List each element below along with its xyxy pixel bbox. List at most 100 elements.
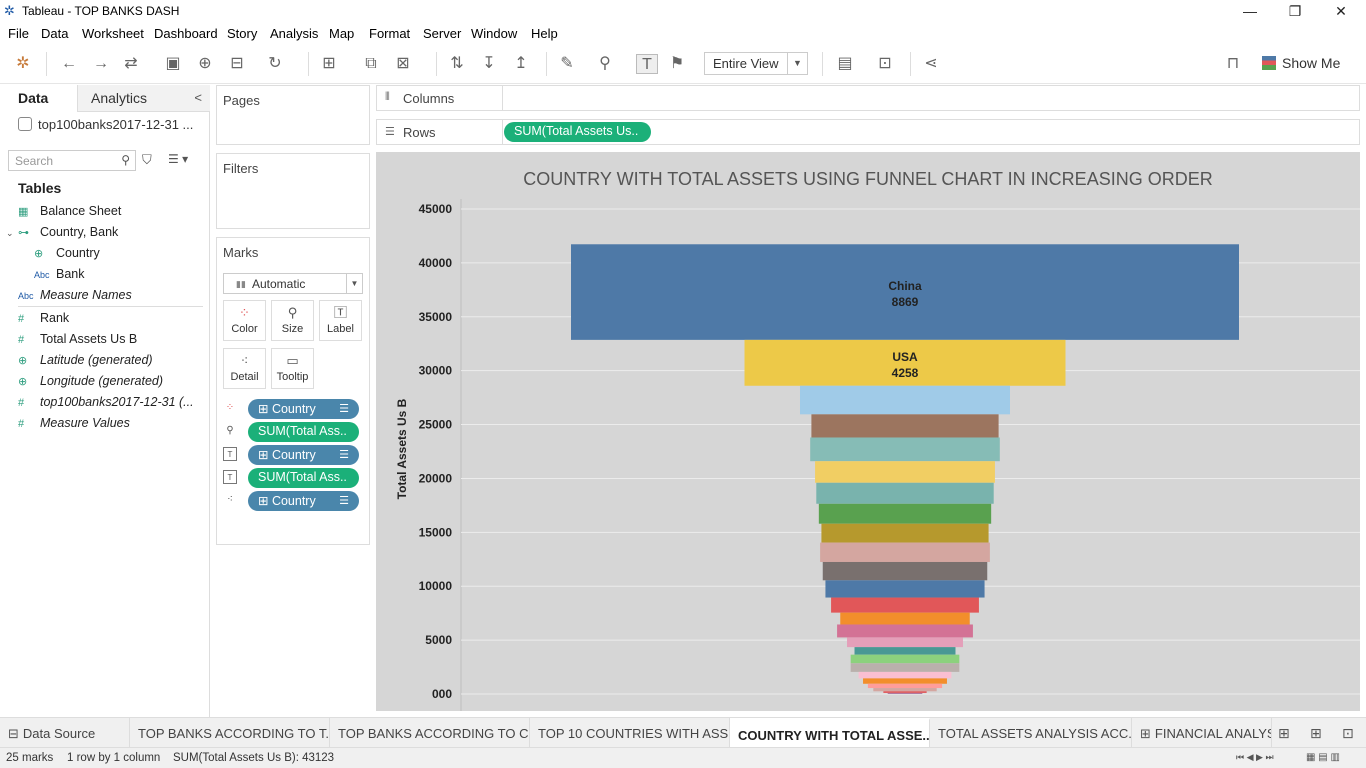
menu-data[interactable]: Data xyxy=(41,26,69,41)
sort-ascending-icon[interactable]: ↧ xyxy=(482,55,496,72)
format-painter-icon[interactable]: ⊓ xyxy=(1226,55,1240,72)
show-labels-icon[interactable]: T xyxy=(636,54,658,74)
columns-shelf[interactable]: ⦀ Columns xyxy=(376,85,1360,111)
menu-file[interactable]: File xyxy=(8,26,29,41)
menu-window[interactable]: Window xyxy=(471,26,518,41)
tab-sheet-1[interactable]: TOP BANKS ACCORDING TO T... xyxy=(130,718,330,748)
tab-data[interactable]: Data xyxy=(0,85,77,112)
search-placeholder: Search xyxy=(15,154,54,168)
pages-card[interactable]: Pages xyxy=(216,85,370,145)
chevron-down-icon[interactable]: ⌄ xyxy=(6,228,14,238)
rows-label: Rows xyxy=(403,125,436,140)
mark-type-select[interactable]: ▮▮ Automatic ▼ xyxy=(223,273,363,294)
rows-total-assets-pill[interactable]: SUM(Total Assets Us.. xyxy=(504,122,651,142)
new-datasource-icon[interactable]: ⊕ xyxy=(198,55,212,72)
tab-sheet-2[interactable]: TOP BANKS ACCORDING TO C... xyxy=(330,718,530,748)
group-icon[interactable]: ⚲ xyxy=(599,55,611,72)
field-record-count[interactable]: # top100banks2017-12-31 (... xyxy=(18,395,194,409)
field-longitude[interactable]: ⊕ Longitude (generated) xyxy=(18,374,164,388)
fix-axes-icon[interactable]: ⚑ xyxy=(669,55,685,72)
duplicate-icon[interactable]: ⧉ xyxy=(365,55,377,72)
clear-sheet-icon[interactable]: ⊠ xyxy=(396,55,410,72)
menu-dashboard[interactable]: Dashboard xyxy=(154,26,218,41)
detail-button[interactable]: ⁖ Detail xyxy=(223,348,266,389)
tab-data-source[interactable]: ⊟ Data Source xyxy=(0,718,130,748)
marks-heading: Marks xyxy=(223,245,259,260)
title-bar: ✲ Tableau - TOP BANKS DASH — ❐ ✕ xyxy=(0,0,1366,23)
data-pane: Data Analytics < top100banks2017-12-31 .… xyxy=(0,85,210,717)
highlight-icon[interactable]: ✎ xyxy=(560,55,574,72)
size-button[interactable]: ⚲ Size xyxy=(271,300,314,341)
table-icon: ▦ xyxy=(18,206,29,218)
presentation-mode-icon[interactable]: ⊡ xyxy=(878,55,892,72)
menu-story[interactable]: Story xyxy=(227,26,258,41)
tab-sheet-5[interactable]: TOTAL ASSETS ANALYSIS ACC... xyxy=(930,718,1132,748)
menu-worksheet[interactable]: Worksheet xyxy=(82,26,144,41)
country-label-pill[interactable]: ⊞ Country ☰ xyxy=(248,445,359,465)
field-balance-sheet[interactable]: ▦ Balance Sheet xyxy=(18,204,122,218)
tab-analytics[interactable]: Analytics < xyxy=(77,85,210,112)
collapse-pane-icon[interactable]: < xyxy=(194,90,202,105)
field-latitude[interactable]: ⊕ Latitude (generated) xyxy=(18,353,153,367)
show-cards-icon[interactable]: ▤ xyxy=(837,55,853,72)
chevron-down-icon[interactable]: ▼ xyxy=(346,274,362,293)
funnel-chart[interactable]: COUNTRY WITH TOTAL ASSETS USING FUNNEL C… xyxy=(376,152,1360,711)
filter-icon[interactable]: ⛉ xyxy=(142,152,152,167)
undo-icon[interactable]: ← xyxy=(61,55,77,72)
columns-icon: ⦀ xyxy=(385,91,390,103)
menu-help[interactable]: Help xyxy=(531,26,558,41)
tooltip-button[interactable]: ▭ Tooltip xyxy=(271,348,314,389)
share-icon[interactable]: ⋖ xyxy=(924,55,938,72)
country-detail-pill[interactable]: ⊞ Country ☰ xyxy=(248,491,359,511)
country-color-pill[interactable]: ⊞ Country ☰ xyxy=(248,399,359,419)
field-measure-names[interactable]: Abc Measure Names xyxy=(18,288,132,302)
new-story-icon[interactable]: ⊡ xyxy=(1342,725,1354,741)
rows-icon: ☰ xyxy=(385,126,395,138)
pause-updates-icon[interactable]: ⊟ xyxy=(230,55,244,72)
sort-descending-icon[interactable]: ↥ xyxy=(514,55,528,72)
total-assets-label-pill[interactable]: SUM(Total Ass.. xyxy=(248,468,359,488)
chevron-down-icon[interactable]: ▼ xyxy=(787,53,807,74)
refresh-icon[interactable]: ↻ xyxy=(268,55,282,72)
y-tick-label: 25000 xyxy=(419,418,453,432)
show-me-label: Show Me xyxy=(1282,55,1341,71)
view-options-icon[interactable]: ☰ ▾ xyxy=(168,152,189,166)
fit-view-select[interactable]: Entire View ▼ xyxy=(704,52,808,75)
sort-icon: ☰ xyxy=(339,403,349,415)
menu-format[interactable]: Format xyxy=(369,26,411,41)
new-dashboard-icon[interactable]: ⊞ xyxy=(1310,725,1322,741)
field-country[interactable]: ⊕ Country xyxy=(34,246,100,260)
field-country-bank[interactable]: ⌄ ⊶ Country, Bank xyxy=(6,225,119,239)
field-total-assets[interactable]: # Total Assets Us B xyxy=(18,332,138,346)
new-worksheet-icon[interactable]: ⊞ xyxy=(1278,725,1290,741)
tab-sheet-3[interactable]: TOP 10 COUNTRIES WITH ASSE... xyxy=(530,718,730,748)
redo-icon[interactable]: → xyxy=(93,55,109,72)
field-bank[interactable]: Abc Bank xyxy=(34,267,85,281)
menu-analysis[interactable]: Analysis xyxy=(270,26,319,41)
show-me-button[interactable]: Show Me xyxy=(1262,55,1340,71)
restore-icon[interactable]: ❐ xyxy=(1288,3,1302,19)
color-button[interactable]: ⁘ Color xyxy=(223,300,266,341)
total-assets-size-pill[interactable]: SUM(Total Ass.. xyxy=(248,422,359,442)
field-rank[interactable]: # Rank xyxy=(18,311,70,325)
tab-dashboard[interactable]: ⊞ FINANCIAL ANALYSI xyxy=(1132,718,1272,748)
menu-server[interactable]: Server xyxy=(423,26,462,41)
save-icon[interactable]: ▣ xyxy=(165,55,181,72)
tab-nav-icons[interactable]: ⏮ ◀ ▶ ⏭ xyxy=(1236,752,1274,762)
tab-sheet-active[interactable]: COUNTRY WITH TOTAL ASSE... xyxy=(730,718,930,748)
filters-card[interactable]: Filters xyxy=(216,153,370,229)
new-worksheet-icon[interactable]: ⊞ xyxy=(322,55,336,72)
datasource-item[interactable]: top100banks2017-12-31 ... xyxy=(18,117,193,132)
label-button[interactable]: 🅃 Label xyxy=(319,300,362,341)
view-mode-icons[interactable]: ▦ ▤ ▥ xyxy=(1306,752,1340,763)
replay-icon[interactable]: ⇄ xyxy=(124,55,138,72)
close-icon[interactable]: ✕ xyxy=(1335,3,1347,19)
swap-icon[interactable]: ⇅ xyxy=(450,55,464,72)
chart-area[interactable]: COUNTRY WITH TOTAL ASSETS USING FUNNEL C… xyxy=(376,152,1360,711)
search-input[interactable]: Search ⚲ xyxy=(8,150,136,171)
menu-map[interactable]: Map xyxy=(329,26,355,41)
minimize-icon[interactable]: — xyxy=(1243,3,1257,19)
tableau-home-icon[interactable]: ✲ xyxy=(16,55,30,72)
tooltip-label: Tooltip xyxy=(276,371,309,383)
field-measure-values[interactable]: # Measure Values xyxy=(18,416,130,430)
